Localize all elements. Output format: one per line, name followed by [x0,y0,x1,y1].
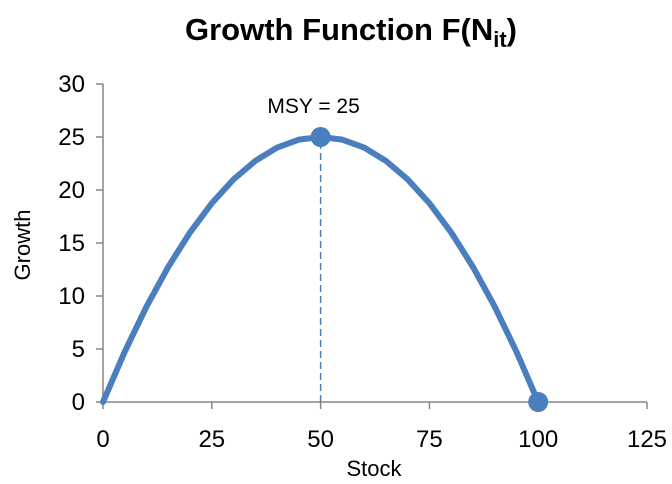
chart-title-close: ) [507,12,517,47]
y-tick-label: 0 [72,389,85,416]
y-tick-label: 15 [58,230,85,257]
y-tick-label: 5 [72,336,85,363]
msy-marker [310,127,331,147]
y-tick-label: 25 [58,124,85,151]
x-tick-label: 100 [518,426,558,453]
carrying-capacity-marker [528,392,549,412]
x-tick-label: 75 [416,426,443,453]
x-tick-label: 25 [198,426,225,453]
y-tick-label: 30 [58,71,85,98]
x-tick-label: 50 [307,426,334,453]
msy-annotation: MSY = 25 [267,95,359,118]
axes: 0 5 10 15 20 25 30 0 25 50 75 100 125 [58,71,667,453]
chart-title-subscript: it [493,27,507,52]
x-tick-label: 0 [96,426,109,453]
x-tick-label: 125 [627,426,667,453]
y-tick-label: 10 [58,283,85,310]
y-tick-label: 20 [58,177,85,204]
x-axis-label: Stock [346,456,402,481]
chart-title: Growth Function F(Nit) [185,12,517,52]
y-axis-label: Growth [10,210,35,281]
markers-layer [310,127,549,412]
chart-title-main: Growth Function F(N [185,12,493,47]
